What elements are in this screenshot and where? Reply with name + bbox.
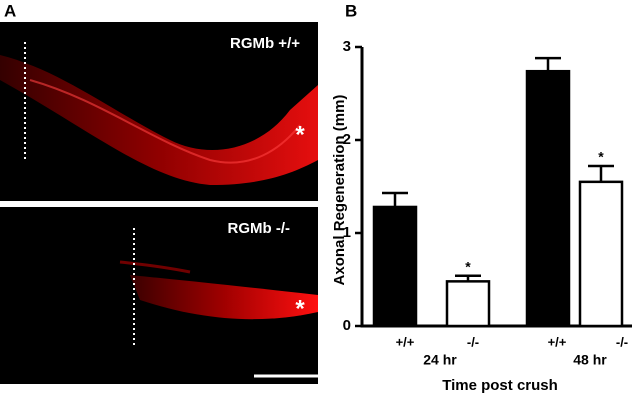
image-label: RGMb -/-: [228, 220, 290, 237]
x-tick-label: -/-: [467, 334, 479, 349]
panel-label: B: [345, 1, 357, 20]
y-tick-label: 2: [343, 131, 351, 148]
x-tick-label: +/+: [396, 334, 415, 349]
bar: [578, 180, 624, 328]
bar: [525, 69, 571, 328]
x-tick-label: -/-: [616, 334, 628, 349]
bar: [445, 280, 491, 328]
bar: [372, 205, 418, 328]
x-axis-label: Time post crush: [442, 377, 558, 394]
y-tick-label: 1: [343, 224, 351, 241]
y-tick-label: 0: [343, 317, 351, 334]
y-axis-label: Axonal Regeneration (mm): [331, 95, 348, 286]
micrograph-bottom: RGMb -/- *: [0, 207, 318, 384]
image-marker: *: [295, 121, 305, 148]
image-marker: *: [295, 295, 305, 322]
y-tick-label: 3: [343, 38, 351, 55]
panel-label: A: [4, 1, 16, 20]
image-label: RGMb +/+: [230, 35, 300, 52]
micrograph-top: RGMb +/+ *: [0, 22, 318, 201]
significance-marker: *: [598, 149, 604, 165]
group-label: 24 hr: [423, 352, 457, 368]
x-tick-label: +/+: [548, 334, 567, 349]
group-label: 48 hr: [573, 352, 607, 368]
significance-marker: *: [465, 258, 471, 274]
